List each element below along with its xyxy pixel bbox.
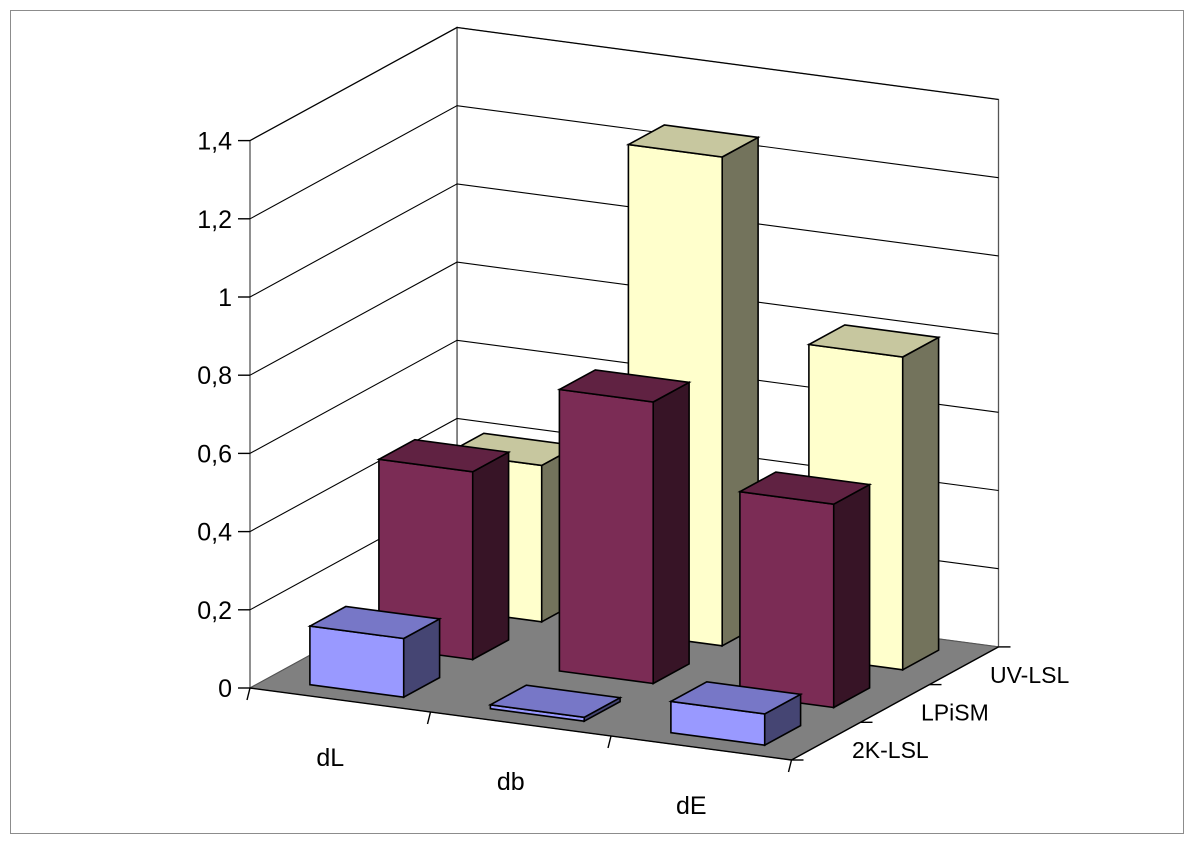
bar-top-face [556,369,692,403]
y-tick-label: 0 [218,675,232,703]
x-tick-mark [787,759,793,773]
bar-side-face [471,450,510,661]
bar-top-face [307,605,443,640]
x-axis-line [249,687,792,761]
x-tick-mark [246,687,251,701]
x-tick-label: dE [676,792,707,820]
x-axis: dL db dE [246,687,793,820]
x-tick-mark [426,711,432,725]
series-axis-line [791,646,999,761]
bar-lpism-dl [376,438,512,661]
bar-side-face [832,483,871,709]
bar-side-face [901,336,940,672]
bar-top-face [668,680,804,715]
gridline [249,261,999,376]
bar-2k-lsl-de [668,680,804,747]
gridline [249,26,999,142]
bar-side-face [652,381,690,685]
bar-top-face [806,324,942,358]
bar-top-face [487,684,623,719]
y-tick-label: 0,2 [197,597,232,625]
y-tick-label: 0,4 [197,519,232,547]
bar-2k-lsl-dl [307,605,443,699]
gridline [249,105,999,220]
y-tick-label: 1 [218,284,232,312]
bar-2k-lsl-db [487,684,623,723]
x-tick-label: dL [316,744,344,772]
bar-top-face [737,471,873,506]
bars [307,124,942,747]
bar-lpism-de [737,471,873,709]
y-tick-label: 1,2 [197,206,232,234]
series-label: 2K-LSL [852,737,929,763]
series-label: LPiSM [921,699,989,725]
y-axis: 0 0,2 0,4 0,6 0,8 1 1,2 1,4 [197,128,250,703]
bar-top-face [376,438,512,473]
x-tick-mark [607,735,612,749]
bar-front-face [558,388,655,685]
y-tick-label: 1,4 [197,128,232,156]
x-tick-label: db [497,768,525,796]
bar-front-face [739,490,835,709]
gridline [249,183,999,298]
y-tick-label: 0,6 [197,440,232,468]
series-label: UV-LSL [990,662,1069,688]
bar-top-face [625,124,761,158]
y-tick-label: 0,8 [197,362,232,390]
bar-lpism-db [556,369,692,685]
